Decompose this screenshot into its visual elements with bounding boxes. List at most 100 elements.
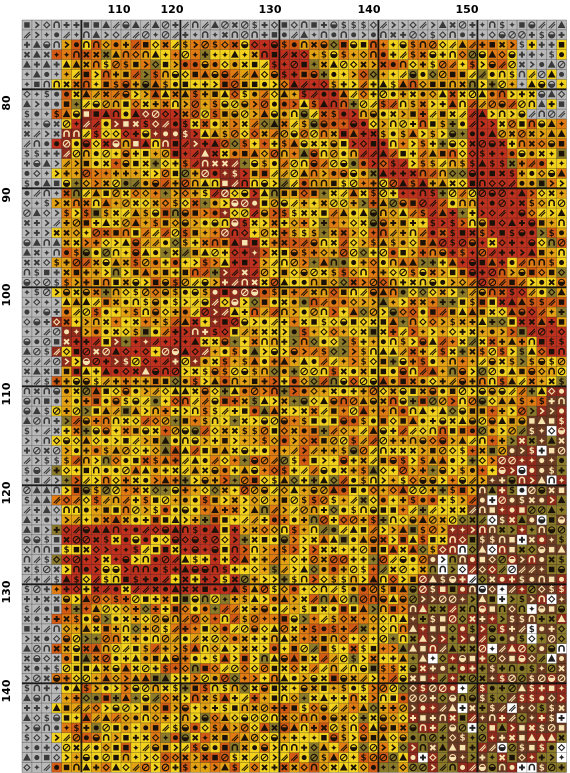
stitch-cell — [338, 277, 349, 288]
stitch-cell — [378, 99, 389, 110]
stitch-cell — [378, 227, 389, 238]
stitch-cell — [507, 20, 518, 30]
stitch-cell — [51, 732, 62, 743]
stitch-cell — [130, 287, 141, 298]
stitch-cell — [239, 495, 250, 506]
stitch-symbol: $ — [212, 99, 218, 109]
stitch-cell — [517, 237, 527, 248]
stitch-cell — [447, 49, 458, 60]
stitch-cell — [299, 336, 310, 347]
stitch-cell — [41, 79, 52, 90]
stitch-cell — [269, 445, 280, 456]
stitch-cell — [447, 79, 458, 90]
stitch-cell — [388, 485, 399, 496]
stitch-symbol: $ — [470, 159, 476, 169]
stitch-cell — [408, 495, 419, 506]
stitch-cell — [269, 188, 280, 199]
stitch-cell — [91, 455, 102, 466]
stitch-cell — [180, 227, 191, 238]
stitch-cell — [556, 505, 567, 516]
stitch-cell — [111, 416, 122, 426]
stitch-cell — [61, 69, 72, 80]
stitch-cell — [517, 445, 527, 456]
stitch-cell — [101, 416, 112, 426]
stitch-cell — [71, 475, 82, 486]
stitch-cell — [348, 425, 359, 436]
stitch-cell — [309, 99, 320, 110]
stitch-cell — [279, 544, 290, 555]
stitch-cell — [418, 138, 428, 149]
stitch-cell — [91, 554, 102, 565]
stitch-cell — [526, 445, 537, 456]
stitch-cell — [190, 138, 201, 149]
stitch-cell — [279, 307, 290, 318]
stitch-cell — [457, 534, 468, 545]
stitch-cell — [210, 237, 221, 248]
stitch-cell — [457, 148, 468, 159]
stitch-symbol: ✦ — [310, 51, 318, 61]
stitch-cell — [299, 495, 310, 506]
stitch-cell — [51, 485, 62, 496]
stitch-cell — [71, 188, 82, 199]
stitch-cell — [408, 79, 419, 90]
stitch-cell — [249, 544, 260, 555]
stitch-cell — [427, 762, 438, 773]
stitch-cell — [101, 39, 112, 50]
stitch-cell — [91, 564, 102, 575]
stitch-cell — [477, 20, 488, 30]
stitch-cell — [299, 257, 310, 268]
stitch-cell — [408, 475, 419, 486]
stitch-symbol — [93, 151, 99, 157]
stitch-cell — [408, 188, 419, 199]
stitch-cell — [398, 307, 409, 318]
stitch-cell — [210, 178, 221, 189]
stitch-cell — [546, 406, 557, 417]
stitch-cell — [279, 485, 290, 496]
stitch-cell — [41, 297, 52, 308]
stitch-cell — [160, 49, 171, 60]
stitch-cell — [259, 524, 270, 535]
stitch-symbol: $ — [479, 149, 485, 159]
stitch-symbol: $ — [182, 159, 188, 169]
stitch-cell — [140, 218, 151, 228]
stitch-cell — [130, 188, 141, 199]
stitch-cell — [101, 208, 112, 219]
stitch-cell — [121, 683, 131, 694]
stitch-cell — [427, 247, 438, 258]
stitch-symbol: ✦ — [241, 51, 249, 61]
stitch-cell — [467, 356, 478, 367]
stitch-cell — [556, 79, 567, 90]
stitch-symbol — [83, 22, 90, 28]
stitch-symbol — [400, 150, 406, 157]
stitch-cell — [427, 317, 438, 327]
stitch-symbol — [133, 160, 139, 167]
stitch-cell — [170, 713, 181, 723]
stitch-symbol — [281, 32, 287, 38]
stitch-symbol: $ — [212, 109, 218, 119]
stitch-cell — [447, 227, 458, 238]
stitch-cell — [546, 287, 557, 298]
stitch-cell — [546, 495, 557, 506]
stitch-cell — [210, 485, 221, 496]
stitch-cell — [170, 198, 181, 209]
stitch-cell — [309, 178, 320, 189]
stitch-cell — [388, 465, 399, 476]
stitch-cell — [121, 326, 131, 337]
stitch-cell — [150, 29, 161, 40]
stitch-symbol — [558, 141, 565, 147]
stitch-cell — [309, 326, 320, 337]
stitch-cell — [249, 29, 260, 40]
stitch-symbol: $ — [262, 159, 268, 169]
stitch-symbol — [143, 42, 149, 48]
stitch-cell — [447, 495, 458, 506]
stitch-cell — [229, 475, 240, 486]
stitch-cell — [210, 317, 221, 327]
stitch-symbol — [341, 151, 347, 157]
stitch-cell — [368, 475, 379, 486]
stitch-symbol: ✦ — [211, 51, 219, 61]
stitch-cell — [447, 564, 458, 575]
stitch-cell — [220, 297, 230, 308]
stitch-cell — [249, 138, 260, 149]
stitch-cell — [229, 138, 240, 149]
stitch-cell — [388, 287, 399, 298]
